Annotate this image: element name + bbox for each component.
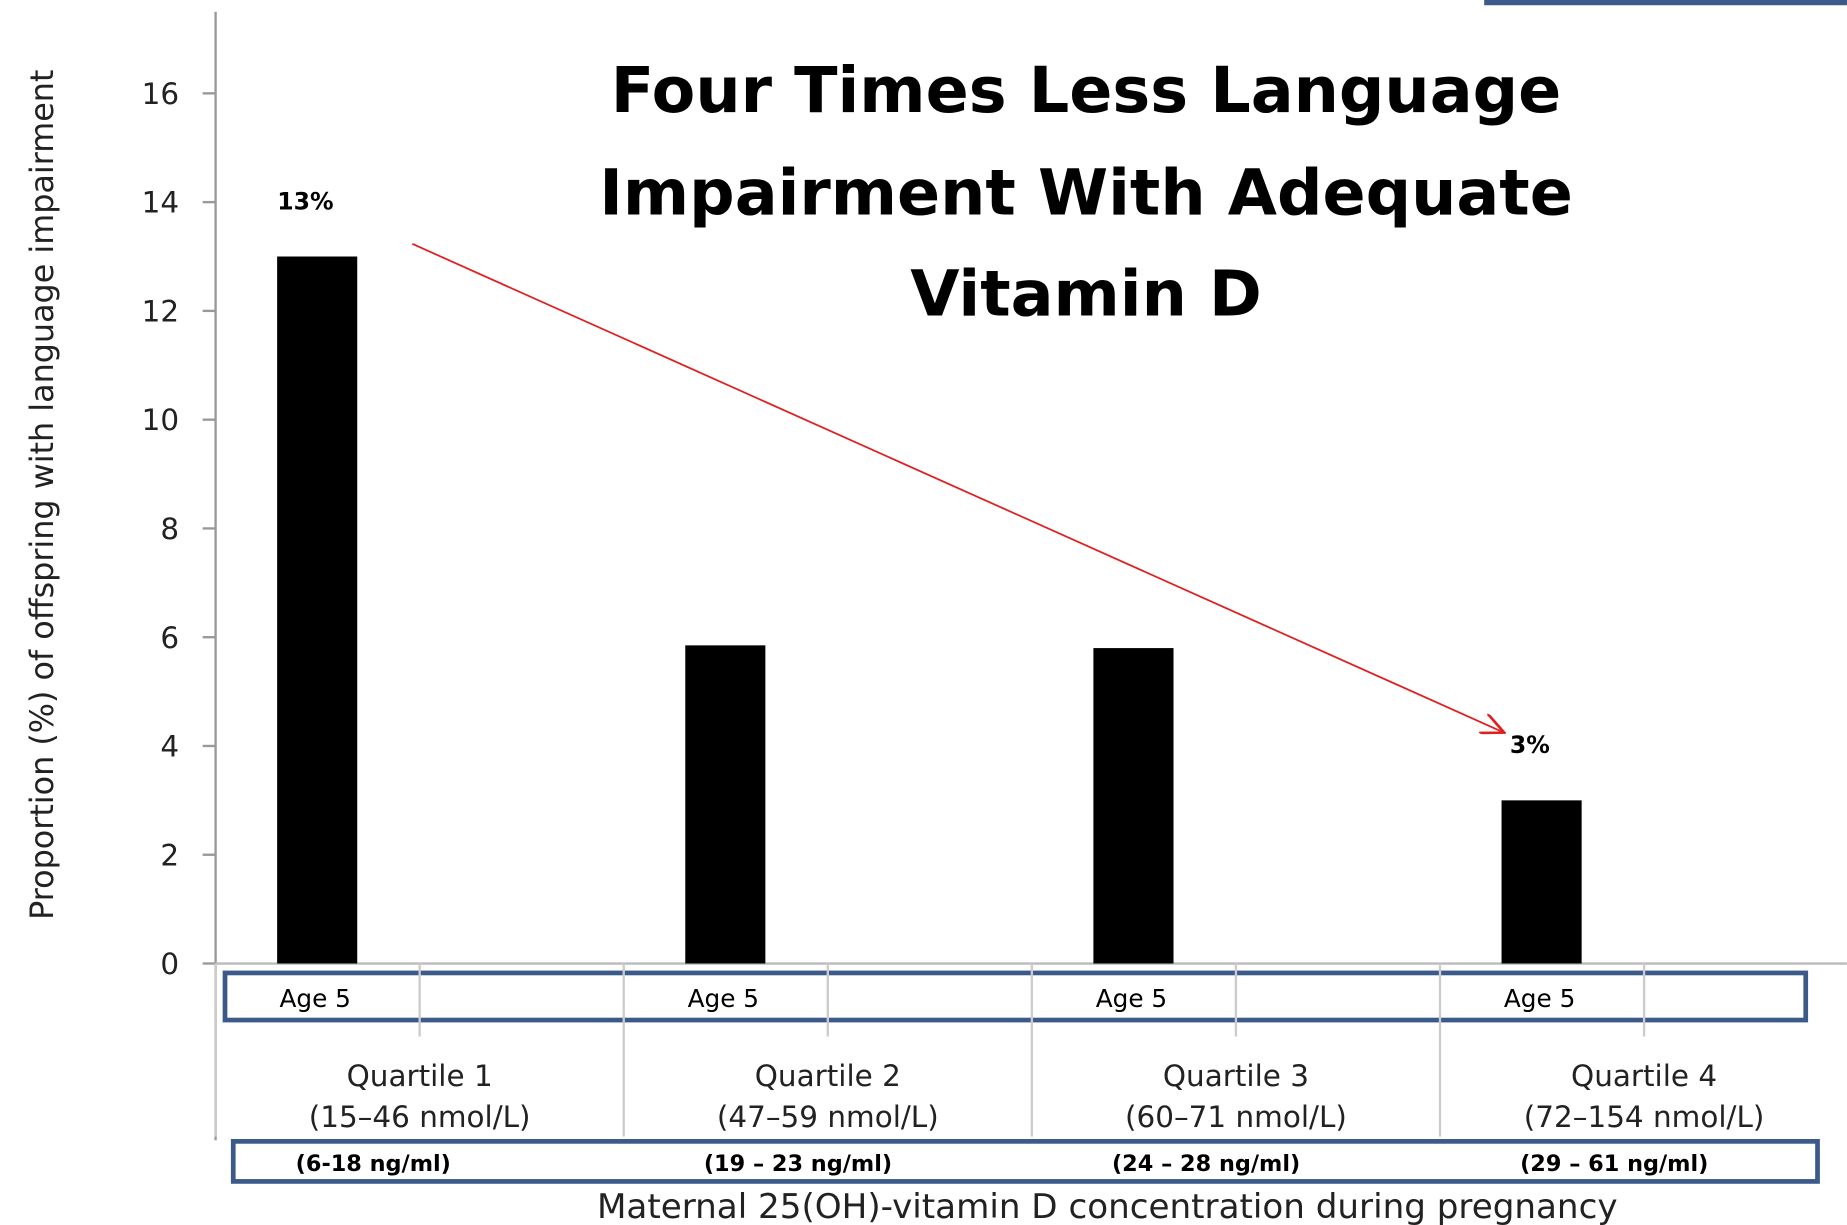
y-tick-label: 4 [160, 730, 179, 764]
y-tick-label: 12 [142, 294, 179, 328]
y-tick-label: 10 [142, 403, 179, 437]
bar [685, 645, 766, 964]
y-tick-label: 6 [160, 621, 179, 655]
x-tick-label: Quartile 3 [1163, 1059, 1309, 1093]
x-axis-title: Maternal 25(OH)-vitamin D concentration … [597, 1187, 1618, 1225]
x-tick-sublabel: (60–71 nmol/L) [1125, 1100, 1347, 1134]
range-label: (6-18 ng/ml) [296, 1151, 451, 1177]
y-tick-label: 14 [142, 186, 179, 220]
y-axis-title: Proportion (%) of offspring with languag… [24, 70, 61, 920]
range-label: (29 – 61 ng/ml) [1520, 1151, 1708, 1177]
bar [1093, 648, 1174, 964]
chart-title: Impairment With Adequate [599, 155, 1573, 229]
x-tick-sublabel: (15–46 nmol/L) [309, 1100, 531, 1134]
x-tick-label: Quartile 2 [755, 1059, 901, 1093]
y-tick-label: 16 [142, 77, 179, 111]
x-tick-sublabel: (47–59 nmol/L) [717, 1100, 939, 1134]
group-label: Age 5 [279, 984, 350, 1013]
x-tick-label: Quartile 1 [347, 1059, 493, 1093]
value-label: 3% [1510, 731, 1550, 759]
group-label: Age 5 [1096, 984, 1167, 1013]
chart-title: Four Times Less Language [611, 53, 1561, 127]
group-box [222, 970, 1809, 1023]
range-box [230, 1139, 1820, 1184]
bar [277, 256, 358, 964]
chart-title: Vitamin D [910, 257, 1261, 331]
y-tick-label: 2 [160, 838, 179, 872]
trend-arrow [411, 243, 1504, 733]
value-label: 13% [277, 187, 333, 215]
x-tick-sublabel: (72–154 nmol/L) [1524, 1100, 1765, 1134]
range-label: (24 – 28 ng/ml) [1112, 1151, 1300, 1177]
range-label: (19 – 23 ng/ml) [704, 1151, 892, 1177]
group-label: Age 5 [1504, 984, 1575, 1013]
y-tick-label: 8 [160, 512, 179, 546]
group-label: Age 5 [688, 984, 759, 1013]
y-tick-label: 0 [160, 947, 179, 981]
x-tick-label: Quartile 4 [1571, 1059, 1717, 1093]
bar [1501, 800, 1582, 964]
